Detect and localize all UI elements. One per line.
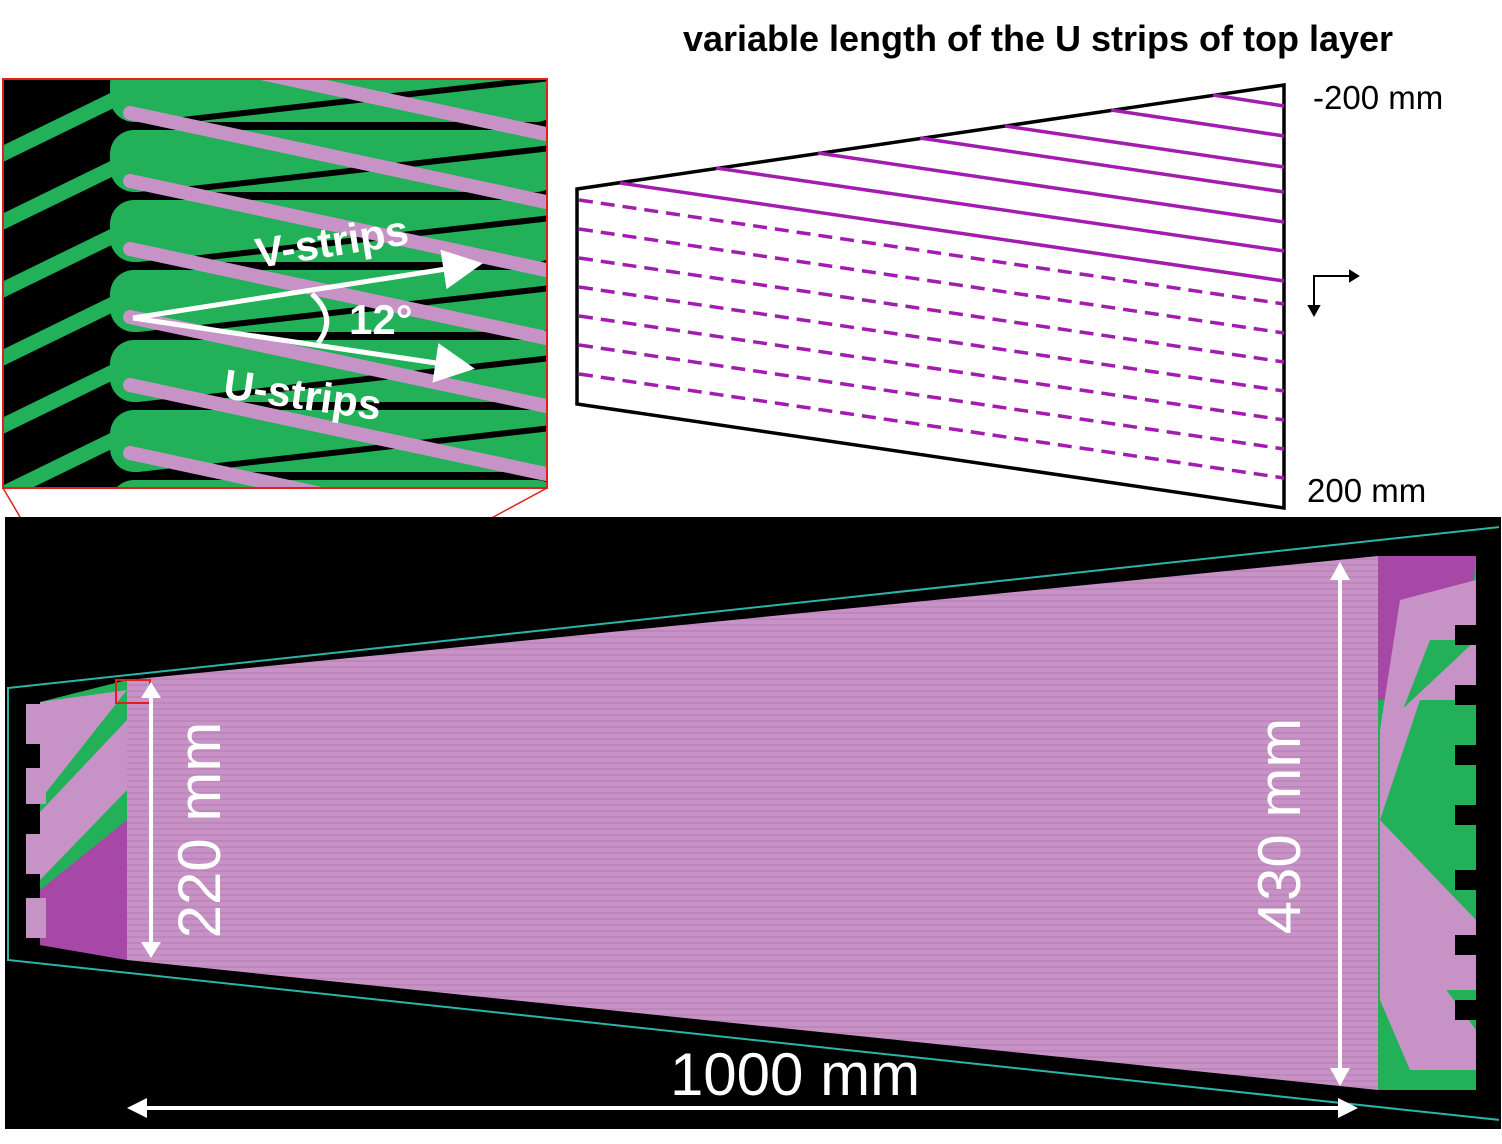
u-strips-dashed	[578, 198, 1285, 480]
dimension-arrows	[127, 562, 1358, 1118]
v-strip-traces	[123, 79, 547, 488]
coordinate-axes-icon	[1307, 269, 1360, 318]
u-strips-solid	[619, 93, 1285, 283]
inset-frame	[2, 78, 548, 489]
zoom-inset: V-strips U-strips 12°	[2, 78, 548, 489]
short-edge-label: 220 mm	[166, 722, 233, 939]
angle-label: 12°	[349, 296, 413, 343]
diagram-title: variable length of the U strips of top l…	[683, 18, 1393, 59]
u-strip-schematic: -200 mm 200 mm	[575, 79, 1443, 511]
left-connector	[26, 680, 127, 960]
board-frame	[5, 517, 1501, 1129]
right-connector	[1378, 556, 1500, 1090]
sector-outline	[575, 82, 1286, 511]
axis-label-top: -200 mm	[1313, 79, 1443, 116]
length-label: 1000 mm	[670, 1041, 920, 1108]
axis-label-bottom: 200 mm	[1307, 472, 1426, 509]
angle-arrows	[132, 249, 483, 383]
long-edge-label: 430 mm	[1246, 718, 1313, 935]
detector-board: 220 mm 430 mm 1000 mm	[6, 518, 1500, 1128]
strip-area	[127, 556, 1378, 1090]
board-outline	[7, 525, 1500, 1122]
